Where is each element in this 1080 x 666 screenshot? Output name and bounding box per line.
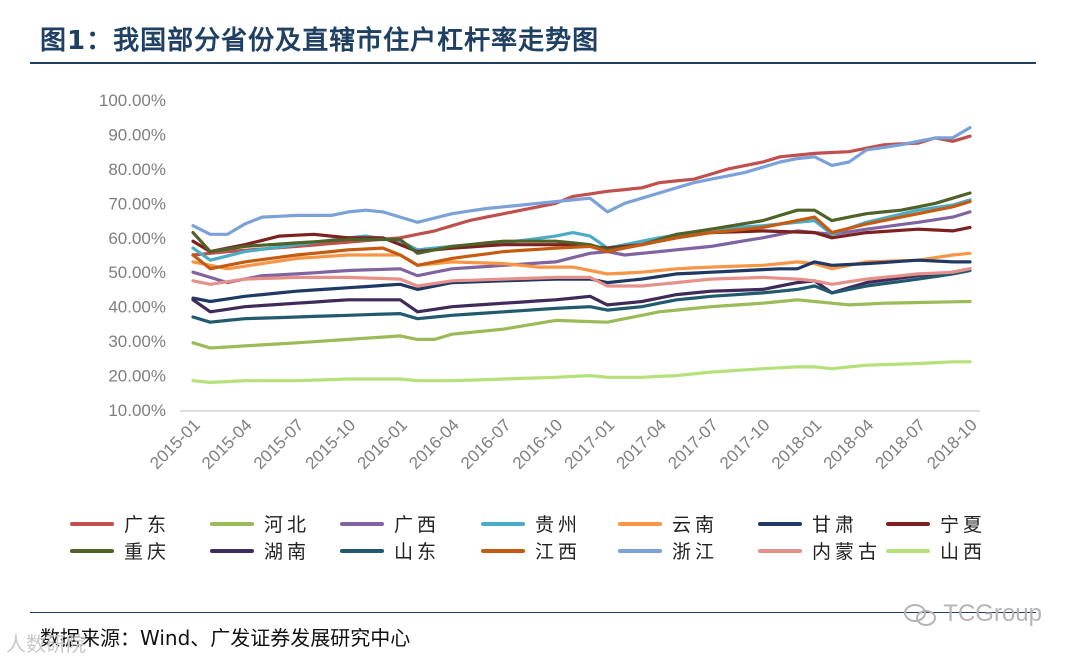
legend-label: 江西 bbox=[535, 541, 581, 563]
series-line-广西 bbox=[191, 210, 972, 285]
y-tick-label: 80.00% bbox=[108, 160, 166, 179]
series-line-河北 bbox=[191, 298, 972, 350]
legend-label: 宁夏 bbox=[940, 514, 986, 536]
legend-label: 重庆 bbox=[124, 541, 170, 563]
x-tick-label: 2018-04 bbox=[820, 415, 878, 473]
x-tick-label: 2018-10 bbox=[923, 415, 981, 473]
y-tick-label: 60.00% bbox=[108, 229, 166, 248]
series-line-重庆 bbox=[191, 191, 972, 255]
legend-label: 贵州 bbox=[535, 514, 581, 536]
series-line-甘肃 bbox=[191, 258, 972, 304]
y-tick-label: 90.00% bbox=[108, 125, 166, 144]
series-line-浙江 bbox=[191, 125, 972, 236]
x-tick-label: 2017-07 bbox=[664, 415, 722, 473]
x-tick-label: 2016-10 bbox=[509, 415, 567, 473]
y-axis: 10.00% 20.00% 30.00% 40.00% 50.00% 60.00% 70.0… bbox=[99, 91, 166, 420]
legend-item: 山东 bbox=[340, 541, 440, 563]
legend-item: 贵州 bbox=[481, 514, 581, 536]
legend-item: 江西 bbox=[481, 541, 581, 563]
x-axis: 2015-012015-042015-072015-102016-012016-… bbox=[146, 410, 981, 473]
series-line-江西 bbox=[191, 200, 972, 271]
series-line-广东 bbox=[191, 134, 972, 257]
legend-label: 广西 bbox=[394, 514, 440, 536]
legend-label: 云南 bbox=[672, 514, 718, 536]
x-tick-label: 2017-04 bbox=[612, 415, 670, 473]
y-tick-label: 10.00% bbox=[108, 401, 166, 420]
legend-label: 山西 bbox=[940, 541, 986, 563]
source-divider bbox=[30, 612, 1036, 613]
legend-label: 内蒙古 bbox=[812, 541, 881, 563]
line-chart: 10.00% 20.00% 30.00% 40.00% 50.00% 60.00% 70.0… bbox=[70, 91, 986, 563]
wechat-icon bbox=[904, 603, 937, 626]
watermark-right: TCGroup bbox=[903, 600, 1042, 628]
legend-item: 广东 bbox=[70, 514, 170, 536]
legend-item: 湖南 bbox=[210, 541, 310, 563]
x-tick-label: 2018-07 bbox=[871, 415, 929, 473]
legend-label: 山东 bbox=[394, 541, 440, 563]
legend-item: 宁夏 bbox=[886, 514, 986, 536]
x-tick-label: 2015-07 bbox=[250, 415, 308, 473]
y-tick-label: 20.00% bbox=[108, 367, 166, 386]
title-divider bbox=[30, 62, 1036, 64]
legend-label: 甘肃 bbox=[812, 514, 858, 536]
x-tick-label: 2017-10 bbox=[716, 415, 774, 473]
watermark-left: 人数研院 bbox=[6, 632, 86, 656]
y-tick-label: 50.00% bbox=[108, 263, 166, 282]
legend-label: 浙江 bbox=[672, 541, 718, 563]
y-tick-label: 30.00% bbox=[108, 332, 166, 351]
legend-item: 浙江 bbox=[618, 541, 718, 563]
series-line-云南 bbox=[191, 251, 972, 276]
series-line-山西 bbox=[191, 360, 972, 384]
x-tick-label: 2016-04 bbox=[405, 415, 463, 473]
series-line-内蒙古 bbox=[191, 267, 972, 288]
legend-item: 甘肃 bbox=[758, 514, 858, 536]
x-tick-label: 2015-01 bbox=[146, 415, 204, 473]
figure-title: 图1：我国部分省份及直辖市住户杠杆率走势图 bbox=[40, 26, 600, 56]
legend-item: 重庆 bbox=[70, 541, 170, 563]
x-tick-label: 2017-01 bbox=[561, 415, 619, 473]
legend-item: 内蒙古 bbox=[758, 541, 881, 563]
x-tick-label: 2018-01 bbox=[768, 415, 826, 473]
y-tick-label: 40.00% bbox=[108, 298, 166, 317]
legend-label: 广东 bbox=[124, 514, 170, 536]
legend-label: 河北 bbox=[264, 514, 310, 536]
x-tick-label: 2015-10 bbox=[302, 415, 360, 473]
x-tick-label: 2016-01 bbox=[353, 415, 411, 473]
y-tick-label: 100.00% bbox=[99, 91, 166, 110]
legend-item: 河北 bbox=[210, 514, 310, 536]
legend-item: 山西 bbox=[886, 541, 986, 563]
series-line-山东 bbox=[191, 268, 972, 324]
legend-item: 云南 bbox=[618, 514, 718, 536]
y-tick-label: 70.00% bbox=[108, 194, 166, 213]
watermark-right-text: TCGroup bbox=[943, 600, 1042, 627]
series-lines bbox=[191, 125, 972, 384]
data-source-note: 数据来源：Wind、广发证券发展研究中心 bbox=[40, 626, 411, 650]
legend-item: 广西 bbox=[340, 514, 440, 536]
legend-label: 湖南 bbox=[264, 541, 310, 563]
x-tick-label: 2015-04 bbox=[198, 415, 256, 473]
x-tick-label: 2016-07 bbox=[457, 415, 515, 473]
